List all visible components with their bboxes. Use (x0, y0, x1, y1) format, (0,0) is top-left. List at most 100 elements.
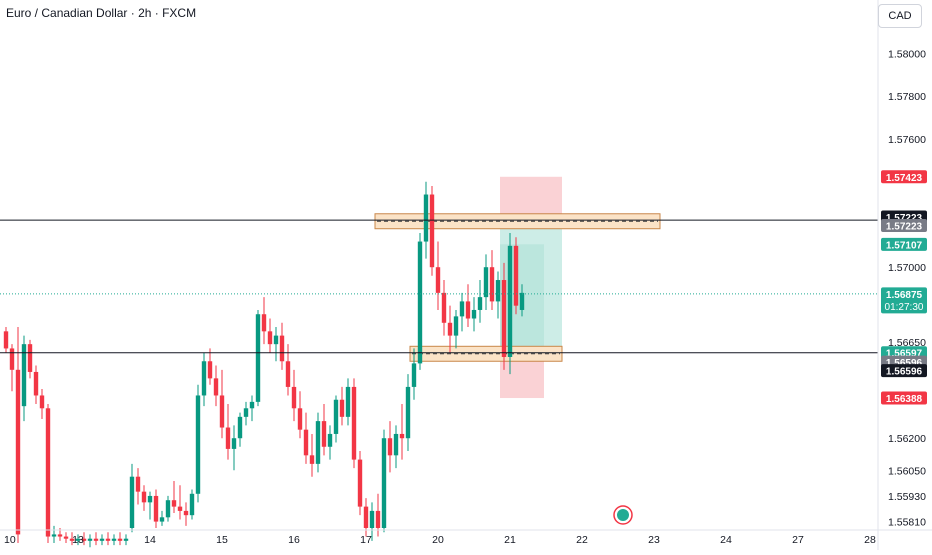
x-tick-label: 28 (864, 534, 876, 546)
y-tick-label: 1.57600 (888, 134, 926, 146)
candle-body (117, 538, 123, 541)
candle-body (345, 386, 351, 417)
candle-body (153, 495, 159, 522)
candle-body (471, 309, 477, 319)
candle-body (447, 322, 453, 336)
candle-body (51, 534, 57, 537)
candle-body (33, 371, 39, 396)
candle-body (429, 194, 435, 268)
candle-body (267, 331, 273, 345)
candle-body (453, 316, 459, 336)
candle-body (105, 538, 111, 541)
y-tick-label: 1.56650 (888, 337, 926, 349)
price-tag (881, 219, 927, 233)
candle-body (291, 386, 297, 409)
x-tick-label: 24 (720, 534, 732, 546)
x-tick-label: 27 (792, 534, 804, 546)
price-tag-text: 1.57223 (886, 213, 923, 224)
event-marker-dot (617, 509, 629, 521)
y-tick-label: 1.55930 (888, 491, 926, 503)
y-tick-label: 1.58000 (888, 48, 926, 60)
candle-body (249, 401, 255, 409)
candle-body (75, 538, 81, 541)
candle-body (135, 476, 141, 492)
x-tick-label: 15 (216, 534, 228, 546)
chart-title: Euro / Canadian Dollar · 2h · FXCM (6, 6, 197, 20)
candle-body (399, 433, 405, 439)
event-marker-icon[interactable] (613, 505, 633, 525)
candle-body (477, 297, 483, 310)
candle-body (9, 348, 15, 370)
candle-body (507, 245, 513, 357)
candle-body (513, 245, 519, 306)
candle-body (501, 280, 507, 357)
candle-body (465, 301, 471, 319)
candle-body (441, 292, 447, 323)
x-tick-label: 14 (144, 534, 156, 546)
candle-body (435, 267, 441, 293)
candle-body (129, 476, 135, 528)
candle-body (171, 500, 177, 507)
candle-body (423, 194, 429, 242)
price-tag (881, 170, 927, 184)
candle-body (351, 386, 357, 460)
candle-body (213, 378, 219, 396)
candle-body (459, 301, 465, 317)
candle-body (165, 500, 171, 518)
candle-body (273, 335, 279, 345)
candle-body (285, 361, 291, 387)
candle-body (303, 429, 309, 456)
y-tick-label: 1.55810 (888, 517, 926, 529)
candle-body (57, 534, 63, 537)
currency-button[interactable]: CAD (878, 4, 922, 28)
candle-body (279, 335, 285, 362)
candle-body (3, 331, 9, 349)
candle-body (243, 408, 249, 417)
candle-body (375, 510, 381, 528)
price-tag-countdown: 01:27:30 (885, 302, 924, 313)
x-tick-label: 22 (576, 534, 588, 546)
x-tick-label: 17 (360, 534, 372, 546)
candle-body (339, 399, 345, 417)
price-tag (881, 364, 927, 378)
x-tick-label: 21 (504, 534, 516, 546)
candle-body (183, 510, 189, 516)
candle-body (297, 408, 303, 430)
candle-body (225, 427, 231, 449)
candle-body (321, 421, 327, 447)
price-tag-text: 1.57107 (886, 240, 923, 251)
candle-body (309, 455, 315, 464)
candle-body (387, 438, 393, 456)
price-tag-text: 1.56596 (886, 358, 923, 369)
candle-body (45, 408, 51, 537)
candle-body (189, 493, 195, 516)
candle-body (489, 267, 495, 302)
candle-body (357, 459, 363, 507)
candle-body (261, 314, 267, 332)
price-tag-text: 1.57223 (886, 222, 923, 233)
candle-body (81, 538, 87, 541)
x-tick-label: 10 (4, 534, 16, 546)
candle-body (87, 538, 93, 541)
candle-body (363, 506, 369, 528)
candle-body (21, 344, 27, 407)
price-tag-text: 1.56597 (886, 349, 923, 360)
candle-body (201, 361, 207, 396)
candle-body (417, 241, 423, 364)
candle-body (333, 399, 339, 434)
candle-body (381, 438, 387, 528)
x-tick-label: 23 (648, 534, 660, 546)
candle-body (393, 433, 399, 456)
price-tag (881, 287, 927, 314)
candle-body (27, 344, 33, 372)
candle-body (231, 438, 237, 449)
price-tag-text: 1.56596 (886, 367, 923, 378)
candle-body (207, 361, 213, 379)
x-tick-label: 16 (288, 534, 300, 546)
candle-body (219, 395, 225, 428)
x-tick-label: 20 (432, 534, 444, 546)
candle-body (69, 538, 75, 541)
price-tag-text: 1.57423 (886, 173, 923, 184)
